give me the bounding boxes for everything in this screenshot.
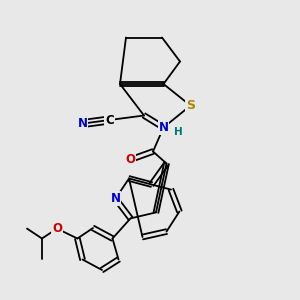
Text: N: N (158, 121, 169, 134)
Text: N: N (77, 117, 88, 130)
Text: S: S (186, 99, 195, 112)
Text: O: O (52, 222, 62, 235)
Text: N: N (110, 192, 121, 205)
Text: O: O (125, 153, 136, 166)
Text: H: H (174, 127, 183, 137)
Text: C: C (105, 113, 114, 127)
